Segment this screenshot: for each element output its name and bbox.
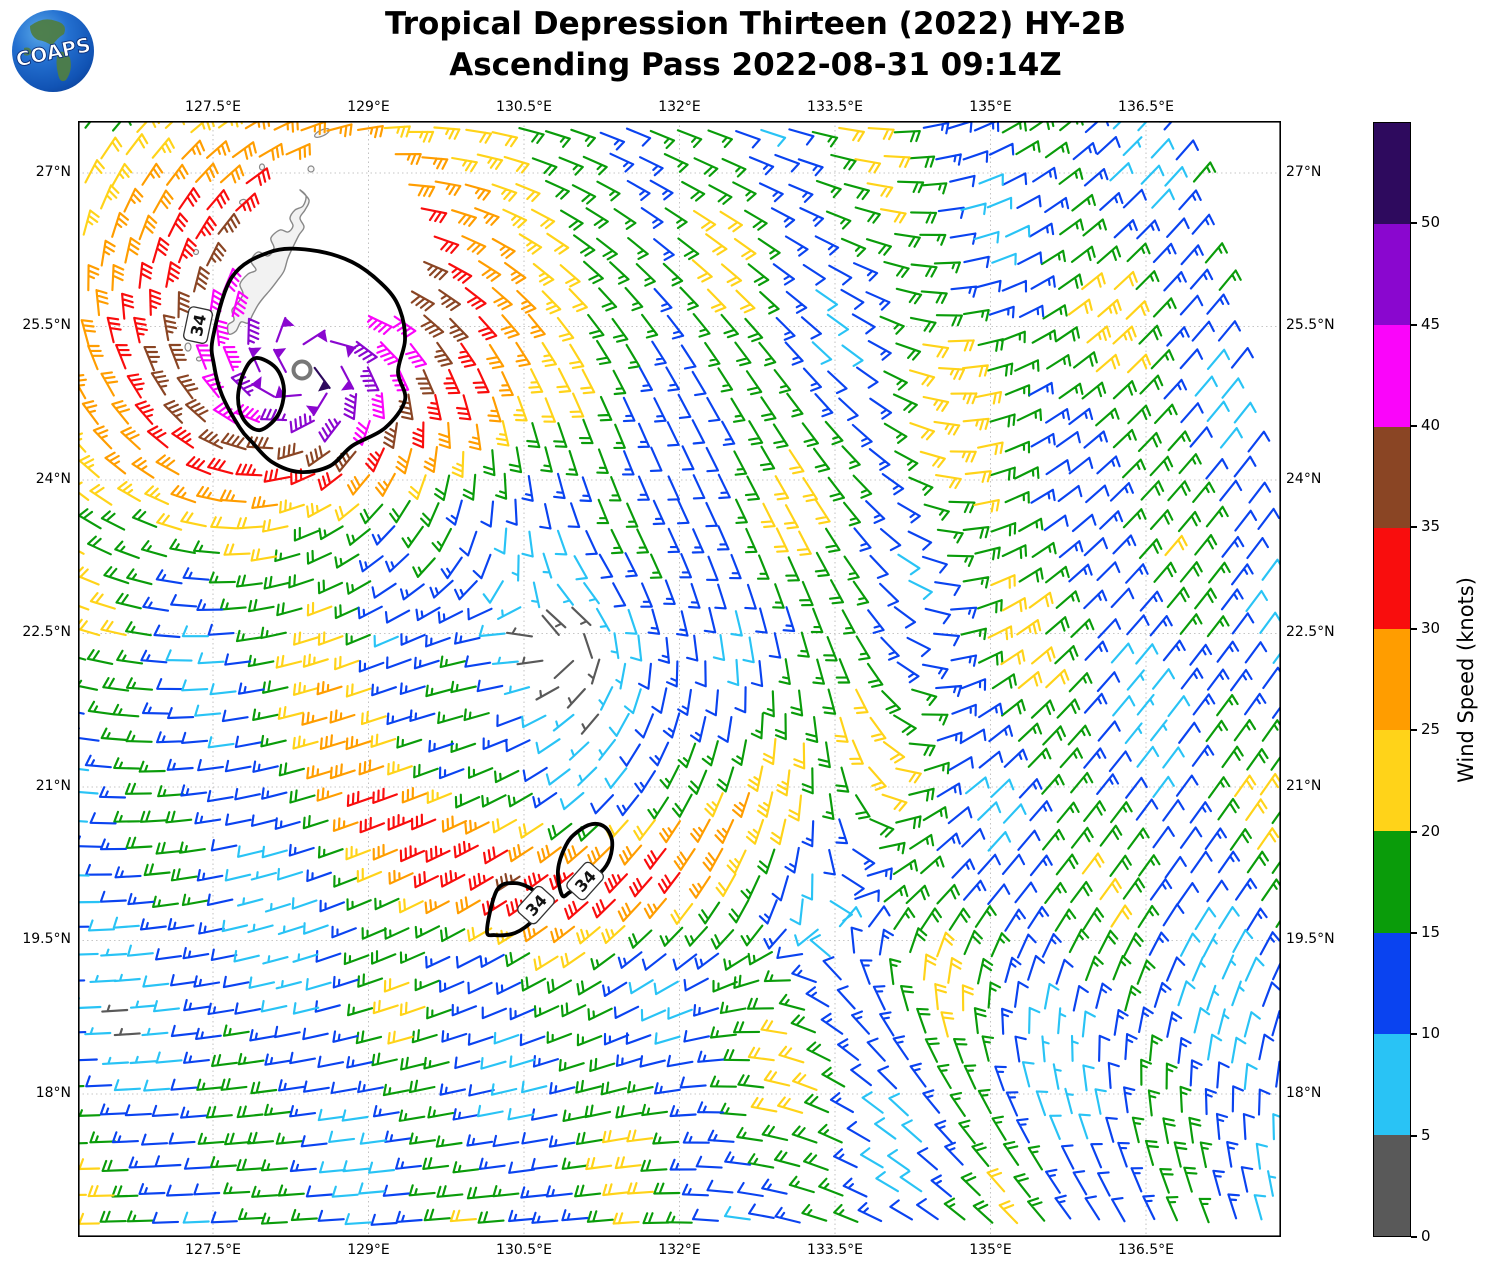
lat-tick-label-left: 24°N <box>35 470 71 487</box>
title-line-1: Tropical Depression Thirteen (2022) HY-2… <box>385 6 1126 42</box>
colorbar-bin-25-30 <box>1374 628 1410 731</box>
lon-tick-label-bottom: 136.5°E <box>1118 1242 1174 1258</box>
lat-tick-label-right: 24°N <box>1286 470 1322 487</box>
colorbar-tick-label: 10 <box>1421 1024 1441 1043</box>
lat-tick-label-left: 27°N <box>35 164 71 180</box>
figure-title: Tropical Depression Thirteen (2022) HY-2… <box>0 4 1511 86</box>
storm-center-marker <box>291 359 313 381</box>
lon-tick-label-top: 136.5°E <box>1118 99 1174 115</box>
lat-tick-label-left: 18°N <box>35 1084 71 1101</box>
lon-tick-label-bottom: 133.5°E <box>807 1242 863 1258</box>
lon-tick-label-top: 129°E <box>347 99 390 115</box>
colorbar-bin-35-40 <box>1374 426 1410 528</box>
lon-tick-label-top: 132°E <box>658 99 701 115</box>
coaps-logo: COAPS <box>10 8 96 94</box>
colorbar-bin-20-25 <box>1374 730 1410 832</box>
title-line-2: Ascending Pass 2022-08-31 09:14Z <box>449 46 1062 83</box>
lon-tick-label-top: 127.5°E <box>185 99 241 115</box>
lat-tick-label-right: 19.5°N <box>1286 931 1335 948</box>
wind-barbs-layer <box>78 121 1281 1226</box>
lat-tick-label-right: 25.5°N <box>1286 317 1335 334</box>
colorbar-tick-label: 45 <box>1421 314 1441 333</box>
colorbar-tick-label: 5 <box>1421 1125 1431 1144</box>
lon-tick-label-bottom: 127.5°E <box>185 1242 241 1258</box>
lon-tick-label-bottom: 129°E <box>347 1242 390 1258</box>
lat-tick-label-left: 22.5°N <box>22 624 71 641</box>
lat-tick-label-right: 18°N <box>1286 1084 1322 1101</box>
colorbar-tick-label: 35 <box>1421 517 1441 536</box>
lon-tick-label-bottom: 135°E <box>969 1242 1012 1258</box>
lon-tick-label-bottom: 132°E <box>658 1242 701 1258</box>
colorbar <box>1373 122 1411 1237</box>
colorbar-tick-label: 0 <box>1421 1227 1431 1245</box>
grid-layer <box>78 121 1281 1237</box>
colorbar-tick-mark <box>1411 1236 1417 1238</box>
map-frame <box>78 121 1281 1237</box>
colorbar-tick-mark <box>1411 425 1417 428</box>
lat-tick-label-right: 22.5°N <box>1286 624 1335 641</box>
colorbar-bin-30-35 <box>1374 527 1410 629</box>
lon-tick-label-top: 135°E <box>969 99 1012 115</box>
colorbar-label: Wind Speed (knots) <box>1454 577 1478 783</box>
colorbar-tick-label: 20 <box>1421 821 1441 840</box>
colorbar-tick-mark <box>1411 627 1417 630</box>
colorbar-tick-mark <box>1411 729 1417 732</box>
colorbar-bin-0-5 <box>1374 1134 1410 1237</box>
lat-tick-label-right: 27°N <box>1286 164 1322 180</box>
colorbar-tick-mark <box>1411 931 1417 934</box>
colorbar-tick-label: 50 <box>1421 213 1441 232</box>
colorbar-tick-mark <box>1411 323 1417 326</box>
colorbar-tick-mark <box>1411 830 1417 833</box>
colorbar-tick-mark <box>1411 1134 1417 1137</box>
lat-tick-label-left: 25.5°N <box>22 317 71 334</box>
svg-text:34: 34 <box>187 312 210 338</box>
lon-tick-label-top: 133.5°E <box>807 99 863 115</box>
lon-tick-label-bottom: 130.5°E <box>496 1242 552 1258</box>
colorbar-tick-mark <box>1411 222 1417 225</box>
lat-tick-label-right: 21°N <box>1286 777 1322 794</box>
colorbar-bin-45-50 <box>1374 224 1410 326</box>
colorbar-bin-5-10 <box>1374 1033 1410 1135</box>
lon-tick-label-top: 130.5°E <box>496 99 552 115</box>
colorbar-tick-mark <box>1411 526 1417 529</box>
lat-tick-label-left: 21°N <box>35 777 71 794</box>
colorbar-bin-15-20 <box>1374 831 1410 933</box>
colorbar-tick-label: 30 <box>1421 618 1441 637</box>
contour-label: 34 <box>183 306 213 344</box>
colorbar-tick-label: 15 <box>1421 922 1441 941</box>
colorbar-bin-50-55 <box>1374 123 1410 225</box>
colorbar-bin-40-45 <box>1374 325 1410 427</box>
coaps-logo-globe: COAPS <box>12 10 94 92</box>
lat-tick-label-left: 19.5°N <box>22 931 71 948</box>
colorbar-tick-mark <box>1411 1033 1417 1036</box>
colorbar-tick-label: 25 <box>1421 720 1441 739</box>
colorbar-bin-10-15 <box>1374 932 1410 1034</box>
colorbar-tick-label: 40 <box>1421 416 1441 435</box>
